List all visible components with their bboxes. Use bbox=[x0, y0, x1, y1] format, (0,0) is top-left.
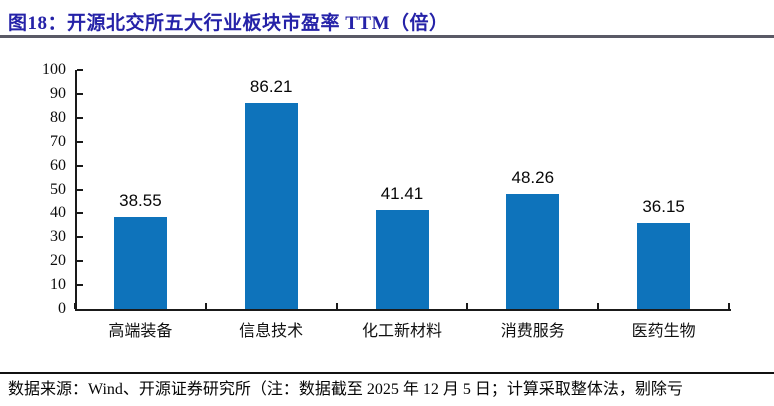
bar-value-label: 41.41 bbox=[380, 184, 424, 204]
x-category-label: 信息技术 bbox=[239, 323, 304, 340]
y-axis-tick-label: 80 bbox=[50, 108, 66, 126]
x-axis-tick bbox=[597, 303, 600, 309]
y-axis-tick-label: 100 bbox=[42, 61, 66, 78]
x-axis-tick bbox=[335, 303, 338, 309]
x-axis-tick bbox=[204, 303, 207, 309]
x-category-label: 消费服务 bbox=[500, 323, 565, 340]
x-axis-tick bbox=[74, 303, 76, 309]
source-note: 数据来源：Wind、开源证券研究所（注：数据截至 2025 年 12 月 5 日… bbox=[8, 381, 683, 398]
bar-value-label: 48.26 bbox=[511, 167, 555, 187]
y-axis-tick bbox=[77, 92, 83, 95]
bar bbox=[506, 193, 560, 309]
bar bbox=[637, 222, 691, 309]
bar-value-label: 38.55 bbox=[119, 190, 162, 210]
y-axis-tick-label: 70 bbox=[50, 132, 66, 150]
y-axis-tick bbox=[77, 284, 83, 287]
y-axis-tick bbox=[77, 236, 83, 239]
y-axis-tick-label: 10 bbox=[50, 276, 66, 294]
x-category-label: 化工新材料 bbox=[361, 323, 442, 340]
y-axis-tick bbox=[77, 260, 83, 263]
x-axis-tick bbox=[466, 303, 469, 309]
y-axis-tick bbox=[77, 69, 83, 71]
bar bbox=[375, 210, 429, 309]
y-axis-tick-label: 20 bbox=[50, 252, 66, 270]
y-axis-tick-label: 60 bbox=[50, 156, 66, 174]
y-axis-tick bbox=[77, 164, 83, 167]
y-axis-tick-label: 90 bbox=[50, 84, 66, 102]
y-axis-tick-label: 50 bbox=[50, 180, 66, 198]
x-axis-tick bbox=[728, 303, 730, 309]
figure-title: 图18：开源北交所五大行业板块市盈率 TTM（倍） bbox=[8, 13, 449, 34]
y-axis-tick bbox=[77, 212, 83, 215]
y-axis-tick bbox=[77, 188, 83, 191]
bar-value-label: 36.15 bbox=[642, 196, 685, 216]
y-axis-tick-label: 40 bbox=[50, 204, 66, 222]
y-axis-tick bbox=[77, 140, 83, 143]
y-axis-tick-label: 0 bbox=[58, 300, 66, 317]
bar bbox=[244, 102, 298, 309]
x-category-label: 医药生物 bbox=[631, 323, 696, 340]
plot-area bbox=[75, 70, 731, 311]
title-divider bbox=[0, 35, 774, 38]
footer-divider bbox=[0, 372, 774, 374]
bar-value-label: 86.21 bbox=[249, 76, 293, 96]
y-axis-tick-label: 30 bbox=[50, 228, 66, 246]
y-axis-tick bbox=[77, 116, 83, 119]
bar bbox=[113, 216, 167, 309]
x-category-label: 高端装备 bbox=[108, 323, 173, 340]
